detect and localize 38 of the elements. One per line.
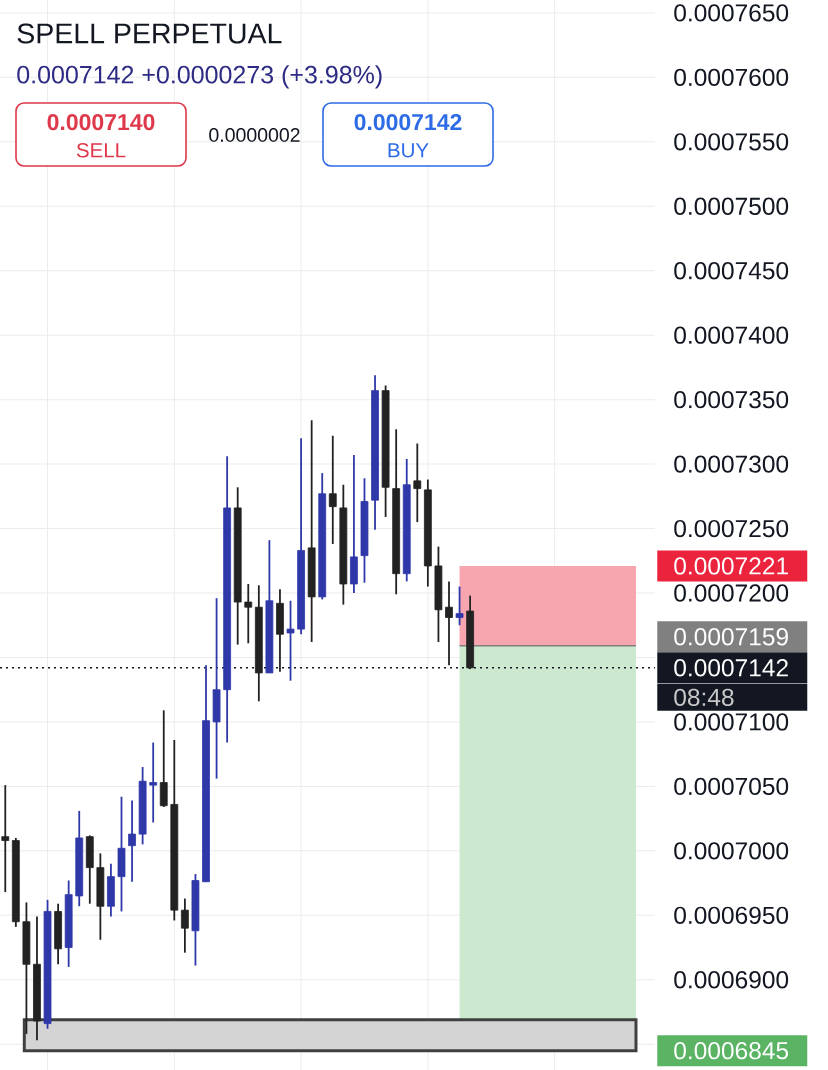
y-tick-label: 0.0007250: [674, 519, 789, 538]
candlestick: [455, 585, 464, 627]
y-tick-label: 0.0007500: [674, 197, 789, 215]
y-tick-label: 0.0007600: [674, 68, 789, 87]
text: 0.0007142 +0.0000273 (+3.98%): [17, 65, 382, 89]
annotation: BUY: [388, 143, 429, 158]
annotation: 0.0000002: [209, 128, 300, 142]
y-tick-label: 0.0007350: [674, 390, 789, 409]
y-tick-label: 0.0006900: [674, 971, 789, 989]
band-label: 0.0007221: [674, 557, 788, 575]
y-tick-label: 0.0007650: [674, 4, 789, 22]
text: SPELL PERPETUAL: [17, 23, 282, 44]
candlestick: [128, 799, 136, 883]
annotation: SELL: [76, 142, 126, 158]
y-tick-label: 0.0007450: [674, 262, 789, 280]
annotation: 0.0007142: [354, 113, 462, 131]
y-tick-label: 0.0007000: [674, 842, 789, 860]
candlestick: [445, 580, 453, 667]
y-tick-label: 0.0007400: [674, 326, 789, 344]
band-label: 0.0006845: [674, 1041, 789, 1060]
candlestick: [180, 897, 189, 954]
y-tick-label: 0.0006950: [674, 906, 789, 924]
y-tick-label: 0.0007050: [674, 777, 789, 796]
candlestick: [413, 442, 422, 524]
candlestick: [328, 434, 337, 545]
candlestick: [286, 599, 295, 682]
y-tick-label: 0.0007200: [674, 584, 789, 602]
ref-line-label: 0.0007159: [674, 628, 788, 646]
y-tick-label: 0.0007100: [674, 713, 789, 731]
candlestick: [1, 784, 10, 893]
candlestick: [149, 741, 158, 824]
text: 08:48: [674, 688, 734, 706]
ref-line-label: 0.0007142: [674, 659, 788, 677]
candlestick: [159, 709, 168, 808]
candlestick: [244, 583, 253, 645]
y-tick-label: 0.0007550: [674, 133, 789, 151]
annotation: 0.0007140: [47, 113, 155, 131]
y-tick-label: 0.0007300: [674, 455, 789, 473]
